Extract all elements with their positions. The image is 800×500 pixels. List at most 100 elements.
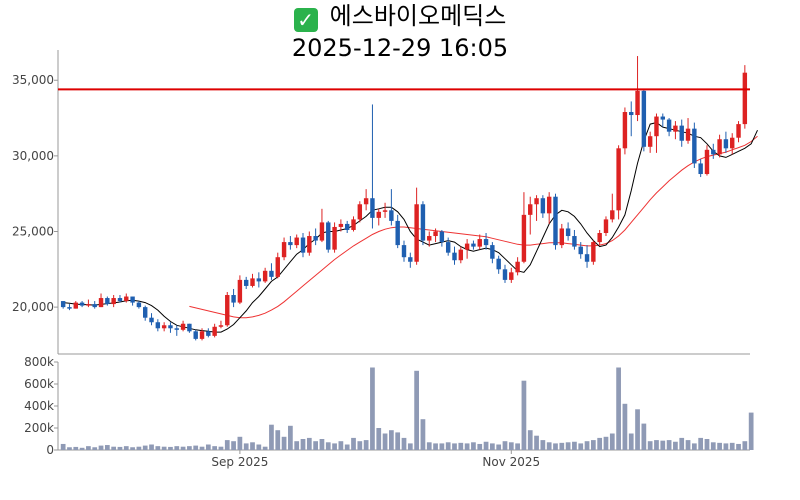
- volume-bar: [123, 446, 129, 450]
- volume-bar: [710, 442, 716, 450]
- candle-body: [597, 233, 602, 243]
- candle-body: [610, 210, 615, 220]
- candle-body: [326, 222, 331, 250]
- candle-body: [105, 298, 110, 305]
- volume-bar: [590, 440, 596, 450]
- x-axis: Sep 2025 Nov 2025: [211, 450, 540, 469]
- candle-body: [502, 269, 508, 280]
- candle-body: [357, 204, 363, 220]
- candle-body: [439, 231, 445, 243]
- volume-bar: [136, 446, 142, 450]
- volume-bar: [193, 445, 199, 450]
- volume-bar: [420, 419, 426, 450]
- volume-bar: [445, 442, 451, 450]
- volume-bar: [174, 446, 180, 450]
- candle-body: [711, 149, 716, 155]
- candle-body: [704, 149, 710, 175]
- volume-bar: [389, 430, 394, 450]
- volume-bar: [698, 437, 704, 450]
- candle-body: [427, 236, 432, 241]
- candle-body: [180, 323, 186, 330]
- candle-body: [382, 210, 388, 212]
- candle-body: [376, 211, 381, 218]
- candle-body: [647, 136, 653, 147]
- volume-bar: [313, 441, 318, 450]
- stock-name: 에스바이오메딕스: [329, 2, 507, 30]
- candle-body: [193, 331, 198, 339]
- candle-body: [338, 223, 344, 227]
- candle-body: [540, 198, 546, 214]
- check-mark-icon: ✓: [293, 8, 318, 32]
- candle-body: [685, 128, 691, 141]
- ma-short-line: [63, 122, 758, 333]
- candle-body: [408, 257, 413, 262]
- volume-bar: [483, 441, 489, 450]
- volume-bar: [603, 436, 609, 450]
- volume-bar: [288, 425, 293, 450]
- volume-bar: [553, 443, 558, 450]
- candle-body: [243, 279, 249, 286]
- volume-bar: [60, 443, 66, 450]
- volume-bar: [111, 446, 117, 450]
- candle-body: [288, 242, 293, 246]
- volume-y-tick-label: 0: [46, 443, 54, 457]
- candle-body: [250, 278, 255, 286]
- candle-body: [464, 243, 470, 250]
- volume-y-tick-label: 600k: [24, 377, 54, 391]
- price-y-tick-label: 30,000: [12, 149, 54, 163]
- volume-bar: [679, 437, 685, 450]
- candle-body: [363, 198, 369, 205]
- price-y-axis: 35,000 30,000 25,000 20,000: [12, 73, 58, 314]
- candle-body: [117, 298, 123, 302]
- candle-body: [395, 220, 400, 246]
- candle-body: [546, 196, 552, 214]
- volume-y-tick-label: 800k: [24, 355, 54, 369]
- volume-bar: [212, 446, 218, 450]
- volume-bar: [319, 439, 325, 450]
- candle-body: [565, 228, 571, 237]
- volume-bar: [717, 442, 722, 450]
- candle-body: [496, 258, 501, 270]
- candle-body: [225, 295, 230, 326]
- volume-bar: [224, 440, 230, 450]
- price-y-tick-label: 20,000: [12, 300, 54, 314]
- volume-bar: [521, 380, 527, 450]
- ma-long-line: [189, 135, 758, 319]
- candle-body: [578, 246, 583, 255]
- volume-bar: [540, 440, 546, 450]
- candle-body: [344, 223, 350, 230]
- x-tick-label: Nov 2025: [482, 455, 540, 469]
- chart-datetime: 2025-12-29 16:05: [291, 34, 509, 62]
- candle-body: [269, 270, 274, 277]
- candle-body: [92, 304, 97, 308]
- volume-bar: [117, 446, 123, 450]
- volume-bar: [508, 442, 514, 450]
- candle-body: [98, 298, 104, 308]
- candle-body: [629, 112, 634, 116]
- candle-body: [471, 243, 476, 247]
- candle-body: [256, 278, 262, 282]
- volume-bar: [439, 443, 445, 450]
- candle-body: [458, 249, 464, 261]
- volume-bar: [654, 440, 659, 450]
- volume-bar: [199, 446, 205, 450]
- volume-bar: [546, 442, 552, 450]
- volume-bar: [452, 443, 457, 450]
- volume-bar: [502, 441, 508, 450]
- volume-bars: [60, 367, 754, 450]
- candle-body: [641, 90, 647, 147]
- volume-y-tick-label: 200k: [24, 421, 54, 435]
- volume-bar: [79, 447, 85, 450]
- candle-body: [742, 72, 748, 125]
- volume-bar: [572, 441, 577, 450]
- candle-body: [414, 204, 419, 262]
- candle-body: [389, 210, 394, 221]
- volume-bar: [306, 437, 312, 450]
- candle-body: [477, 239, 482, 247]
- volume-bar: [458, 442, 464, 450]
- price-panel-frame: [57, 50, 750, 355]
- candle-body: [130, 296, 135, 303]
- volume-bar: [155, 446, 161, 450]
- candle-body: [199, 331, 205, 339]
- candle-body: [603, 219, 609, 234]
